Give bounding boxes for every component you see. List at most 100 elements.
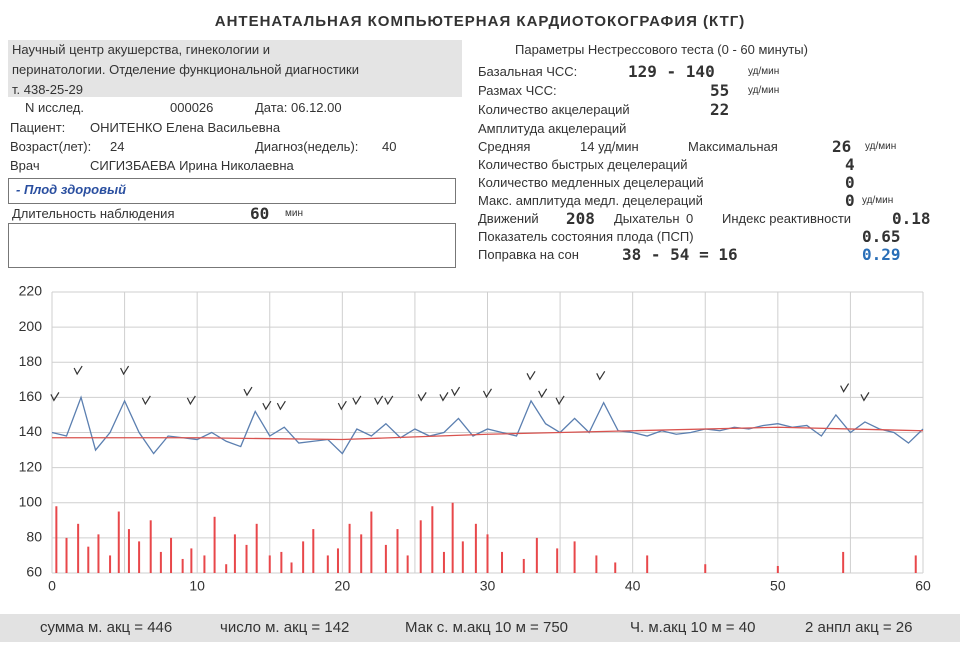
parameter: Базальная ЧСС: <box>478 64 578 79</box>
acceleration-mark <box>262 400 272 411</box>
record-field: 000026 <box>170 100 214 115</box>
movement-bar <box>213 516 216 573</box>
parameter: уд/мин <box>865 141 897 152</box>
footer-stat: Мак с. м.акц 10 м = 750 <box>405 619 569 636</box>
movement-bar <box>190 548 193 573</box>
acceleration-mark <box>526 370 536 381</box>
acceleration-mark <box>417 392 427 402</box>
record-field: N исслед. <box>25 100 84 115</box>
record-field: 24 <box>110 139 125 154</box>
record-field: 60 <box>250 204 270 223</box>
movement-bar <box>290 562 293 573</box>
movement-bar <box>442 551 445 573</box>
parameter: 129 - 140 <box>628 62 715 81</box>
parameter: 14 уд/мин <box>580 139 639 154</box>
acceleration-mark <box>538 388 548 399</box>
acceleration-mark <box>840 383 850 393</box>
parameter: 38 - 54 = 16 <box>622 245 738 264</box>
parameter: 55 <box>710 81 730 100</box>
y-tick-label: 120 <box>19 458 43 474</box>
record-field: Врач <box>10 158 40 173</box>
record-field: Дата: 06.12.00 <box>255 100 342 115</box>
movement-bar <box>406 555 409 573</box>
acceleration-mark <box>374 395 384 406</box>
acceleration-mark <box>555 395 565 406</box>
record-field: Пациент: <box>10 120 66 135</box>
footer-stat: Ч. м.акц 10 м = 40 <box>630 619 756 636</box>
movement-bar <box>170 537 173 573</box>
parameter: 0.65 <box>862 227 901 246</box>
movement-bar <box>203 555 206 573</box>
y-tick-label: 100 <box>19 493 43 509</box>
x-tick-label: 10 <box>189 578 205 594</box>
parameter: Максимальная <box>688 139 778 154</box>
y-tick-label: 180 <box>19 353 43 369</box>
record-field: 40 <box>382 139 397 154</box>
parameter: 0 <box>845 173 855 192</box>
movement-bar <box>501 551 504 573</box>
movement-bar <box>704 564 707 573</box>
movement-bar <box>149 520 152 573</box>
parameter: уд/мин <box>862 195 894 206</box>
acceleration-mark <box>451 386 461 397</box>
acceleration-mark <box>141 395 151 406</box>
parameter: Индекс реактивности <box>722 211 852 226</box>
footer-stat: число м. акц = 142 <box>220 619 350 636</box>
movement-bar <box>522 558 525 573</box>
acceleration-mark <box>352 395 362 406</box>
parameter: Движений <box>478 211 539 226</box>
movement-bar <box>384 544 387 573</box>
record-field: Длительность наблюдения <box>12 206 175 221</box>
movement-bar <box>474 523 477 573</box>
movement-bar <box>348 523 351 573</box>
parameter: 0.18 <box>892 209 931 228</box>
movement-bar <box>302 541 305 573</box>
parameter: Поправка на сон <box>478 247 579 262</box>
conclusion-box <box>8 178 456 204</box>
movement-bar <box>556 548 559 573</box>
title: АНТЕНАТАЛЬНАЯ КОМПЬЮТЕРНАЯ КАРДИОТОКОГРА… <box>214 13 746 30</box>
record-field: мин <box>285 208 303 219</box>
movement-bar <box>117 511 120 573</box>
x-tick-label: 60 <box>915 578 931 594</box>
parameter: уд/мин <box>748 66 780 77</box>
acceleration-mark <box>337 400 347 411</box>
x-tick-label: 20 <box>335 578 351 594</box>
movement-bar <box>573 541 576 573</box>
acceleration-mark <box>243 386 253 397</box>
parameter: Количество акцелераций <box>478 102 630 117</box>
y-tick-label: 160 <box>19 388 43 404</box>
footer-stat: 2 анпл акц = 26 <box>805 619 913 636</box>
movement-bar <box>326 555 329 573</box>
movement-bar <box>451 502 454 573</box>
parameter: 4 <box>845 155 855 174</box>
acceleration-mark <box>482 388 493 399</box>
movement-bar <box>646 555 649 573</box>
movement-bar <box>914 555 917 573</box>
acceleration-mark <box>596 370 606 381</box>
record-field: Возраст(лет): <box>10 139 92 154</box>
movement-bar <box>65 537 68 573</box>
movement-bar <box>138 541 141 573</box>
parameter: Дыхательн <box>614 211 680 226</box>
parameter: Размах ЧСС: <box>478 83 557 98</box>
movement-bar <box>486 534 489 573</box>
movement-bar <box>55 506 58 573</box>
acceleration-mark <box>276 400 286 411</box>
parameter: Количество медленных децелераций <box>478 175 704 190</box>
movement-bar <box>109 555 112 573</box>
y-tick-label: 60 <box>26 564 42 580</box>
movement-bar <box>396 529 399 573</box>
parameter: Средняя <box>478 139 531 154</box>
acceleration-mark <box>50 392 60 402</box>
parameter: Макс. амплитуда медл. децелераций <box>478 193 703 208</box>
footer-stat: сумма м. акц = 446 <box>40 619 173 636</box>
x-tick-label: 40 <box>625 578 641 594</box>
record-field: СИГИЗБАЕВА Ирина Николаевна <box>90 158 294 173</box>
acceleration-mark <box>120 365 130 376</box>
parameter: Количество быстрых децелераций <box>478 157 688 172</box>
x-tick-label: 30 <box>480 578 496 594</box>
movement-bar <box>77 523 80 573</box>
movement-bar <box>419 520 422 573</box>
